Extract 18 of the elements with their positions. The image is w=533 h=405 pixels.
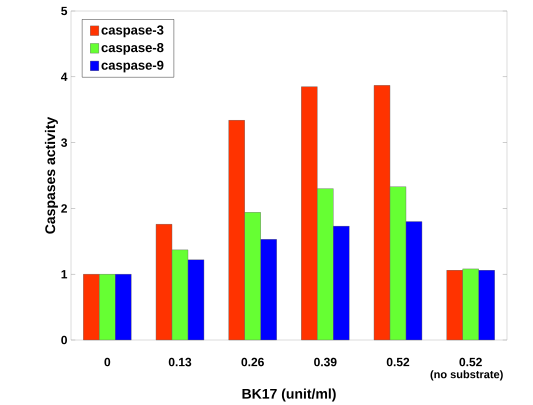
y-tick-label: 4 xyxy=(60,72,68,81)
text: (no substrate) xyxy=(430,370,503,380)
legend-label: caspase-9 xyxy=(102,60,164,72)
y-tick-label: 0 xyxy=(61,336,67,344)
x-axis-title: BK17 (unit/ml) xyxy=(242,388,336,402)
y-axis-title: Caspases activity xyxy=(44,116,58,234)
x-tick-label: 0.52 xyxy=(386,358,410,366)
x-tick-label: 0.13 xyxy=(168,358,192,366)
x-tick-label: 0 xyxy=(104,358,110,366)
legend-label: caspase-3 xyxy=(102,25,164,38)
x-tick-label: 0.26 xyxy=(241,358,264,366)
y-tick-label: 5 xyxy=(61,6,68,16)
x-tick-label: 0.52 xyxy=(459,358,482,366)
legend-label: caspase-8 xyxy=(102,43,164,55)
y-tick-label: 2 xyxy=(61,204,67,213)
y-tick-label: 1 xyxy=(62,270,68,278)
y-tick-label: 3 xyxy=(61,138,68,147)
x-tick-label: 0.39 xyxy=(314,358,337,366)
